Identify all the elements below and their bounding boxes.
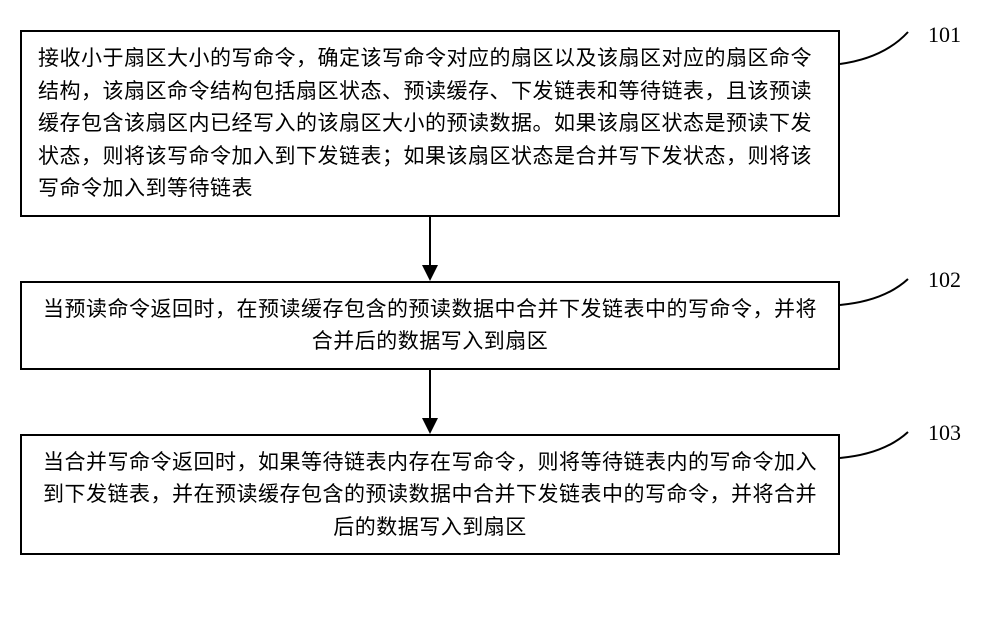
step-label: 101 <box>928 22 961 48</box>
step-label: 103 <box>928 420 961 446</box>
down-arrow-icon <box>416 217 444 281</box>
arrow-connector <box>20 217 840 281</box>
step-text: 当合并写命令返回时，如果等待链表内存在写命令，则将等待链表内的写命令加入到下发链… <box>43 450 817 539</box>
step-box-102: 当预读命令返回时，在预读缓存包含的预读数据中合并下发链表中的写命令，并将合并后的… <box>20 281 840 370</box>
flowchart-step: 当合并写命令返回时，如果等待链表内存在写命令，则将等待链表内的写命令加入到下发链… <box>20 434 980 556</box>
arrow-connector <box>20 370 840 434</box>
leader-line <box>838 430 938 474</box>
flowchart-step: 当预读命令返回时，在预读缓存包含的预读数据中合并下发链表中的写命令，并将合并后的… <box>20 281 980 370</box>
leader-line <box>838 30 938 78</box>
step-label: 102 <box>928 267 961 293</box>
leader-line <box>838 277 938 321</box>
step-box-101: 接收小于扇区大小的写命令，确定该写命令对应的扇区以及该扇区对应的扇区命令结构，该… <box>20 30 840 217</box>
flowchart-step: 接收小于扇区大小的写命令，确定该写命令对应的扇区以及该扇区对应的扇区命令结构，该… <box>20 30 980 217</box>
flowchart-container: 接收小于扇区大小的写命令，确定该写命令对应的扇区以及该扇区对应的扇区命令结构，该… <box>20 30 980 555</box>
step-text: 接收小于扇区大小的写命令，确定该写命令对应的扇区以及该扇区对应的扇区命令结构，该… <box>38 46 812 200</box>
step-box-103: 当合并写命令返回时，如果等待链表内存在写命令，则将等待链表内的写命令加入到下发链… <box>20 434 840 556</box>
down-arrow-icon <box>416 370 444 434</box>
step-text: 当预读命令返回时，在预读缓存包含的预读数据中合并下发链表中的写命令，并将合并后的… <box>43 297 817 354</box>
